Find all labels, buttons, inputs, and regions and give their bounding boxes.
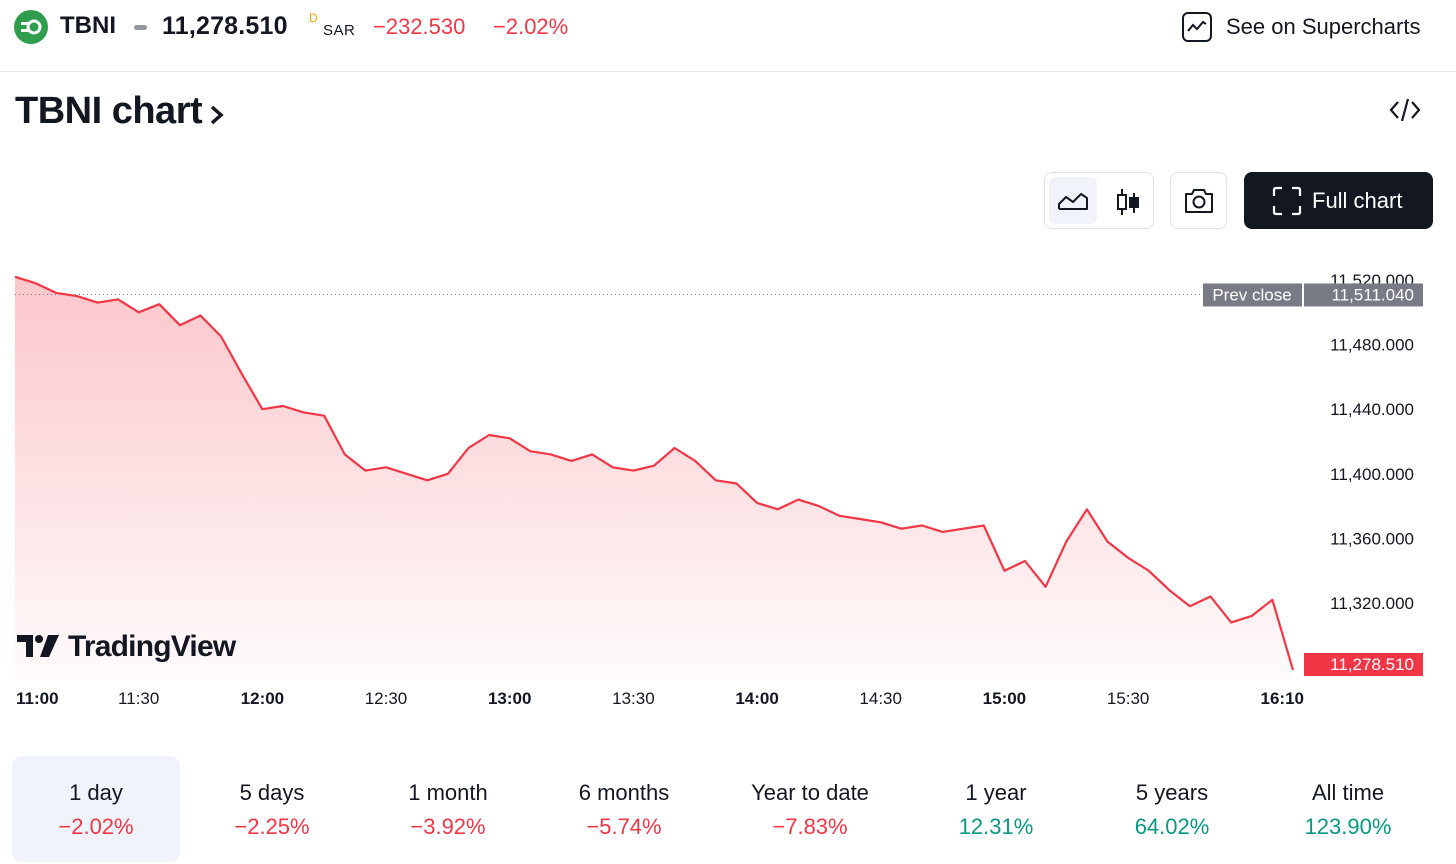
chart-style-toggle: [1044, 172, 1154, 229]
x-tick-label: 12:30: [365, 689, 408, 708]
currency-label: SAR: [323, 22, 356, 39]
area-chart-icon: [1058, 193, 1088, 210]
range-tab-change: 12.31%: [958, 814, 1034, 839]
full-chart-label: Full chart: [1312, 188, 1403, 213]
snapshot-button[interactable]: [1170, 172, 1227, 229]
y-tick-label: 11,480.000: [1330, 336, 1414, 355]
last-price-badge: [1304, 653, 1423, 677]
x-tick-label: 11:30: [118, 689, 159, 708]
range-tab[interactable]: 1 day −2.02%: [12, 756, 180, 862]
x-tick-label: 14:00: [735, 689, 778, 708]
range-tab[interactable]: 1 month −3.92%: [364, 756, 532, 862]
y-tick-label: 11,360.000: [1330, 529, 1414, 548]
chevron-right-icon[interactable]: [208, 100, 228, 130]
range-tab[interactable]: All time 123.90%: [1264, 756, 1432, 862]
see-on-supercharts-link[interactable]: See on Supercharts: [1226, 14, 1421, 39]
page-title[interactable]: TBNI chart: [15, 90, 203, 132]
prev-close-value: 11,511.040: [1331, 285, 1414, 304]
price-change: −232.530: [373, 14, 466, 39]
symbol-header: TBNI 11,278.510 D SAR −232.530 −2.02% Se…: [0, 0, 1456, 72]
range-tab-change: −7.83%: [772, 814, 848, 839]
delayed-flag: D: [309, 11, 318, 25]
supercharts-icon[interactable]: [1182, 12, 1212, 42]
range-tab[interactable]: 1 year 12.31%: [912, 756, 1080, 862]
fullscreen-icon: [1272, 186, 1302, 216]
time-axis: 11:00 11:30 12:00 12:30 13:00 13:30 14:00 14:30…: [16, 689, 1304, 708]
last-price-value: 11,278.510: [1330, 655, 1414, 674]
prev-close-badge: [1203, 283, 1302, 307]
x-tick-label: 11:00: [16, 689, 59, 708]
y-tick-label: 11,400.000: [1330, 465, 1414, 484]
range-tab-change: 123.90%: [1304, 814, 1392, 839]
range-tab-label: 1 month: [408, 780, 488, 805]
range-tab[interactable]: 5 days −2.25%: [188, 756, 356, 862]
x-tick-label: 14:30: [859, 689, 902, 708]
x-tick-label: 16:10: [1261, 689, 1304, 708]
range-tab-label: All time: [1311, 780, 1385, 805]
camera-icon: [1185, 189, 1213, 213]
embed-code-icon[interactable]: [1388, 96, 1422, 124]
price-series-line: [14, 275, 1295, 671]
price-axis: 11,520.00011,480.00011,440.00011,400.000…: [1330, 271, 1414, 613]
range-tab[interactable]: 5 years 64.02%: [1088, 756, 1256, 862]
range-tab-label: 5 years: [1135, 780, 1209, 805]
price-line: [14, 275, 1295, 671]
range-tab[interactable]: 6 months −5.74%: [540, 756, 708, 862]
range-tab-change: 64.02%: [1134, 814, 1210, 839]
price-area-fill: [15, 276, 1293, 680]
candles-icon: [1117, 189, 1139, 215]
last-price: 11,278.510: [162, 12, 288, 40]
y-tick-label: 11,440.000: [1330, 400, 1414, 419]
market-status-dot: [134, 25, 147, 30]
range-tab-label: 1 day: [69, 780, 123, 805]
range-tab-change: −5.74%: [586, 814, 662, 839]
range-tab-change: −2.02%: [58, 814, 134, 839]
full-chart-button[interactable]: Full chart: [1244, 172, 1433, 229]
range-tab-label: Year to date: [751, 780, 869, 805]
range-tab-change: −2.25%: [234, 814, 310, 839]
y-tick-label: 11,320.000: [1330, 594, 1414, 613]
price-change-percent: −2.02%: [493, 14, 569, 39]
prev-close-label: Prev close: [1212, 285, 1291, 304]
range-tab-label: 5 days: [239, 780, 305, 805]
tradingview-logo-icon: [17, 635, 59, 657]
range-tab-label: 1 year: [965, 780, 1027, 805]
symbol-name: TBNI: [60, 12, 116, 39]
range-tab-label: 6 months: [578, 780, 670, 805]
x-tick-label: 15:30: [1107, 689, 1150, 708]
x-tick-label: 12:00: [241, 689, 284, 708]
range-tab-change: −3.92%: [410, 814, 486, 839]
candles-style-button[interactable]: [1103, 177, 1151, 224]
logo-icon: [14, 10, 48, 44]
prev-close-value-badge: [1304, 283, 1423, 307]
x-tick-label: 15:00: [983, 689, 1026, 708]
price-badges: Prev close 11,511.040 11,278.510: [1203, 283, 1423, 677]
x-tick-label: 13:30: [612, 689, 655, 708]
tradingview-watermark: TradingView: [68, 630, 236, 663]
range-tabs: 1 day −2.02% 5 days −2.25% 1 month −3.92% 6 mo…: [12, 756, 1444, 862]
price-area: [15, 276, 1293, 680]
range-tab[interactable]: Year to date −7.83%: [726, 756, 894, 862]
area-style-button[interactable]: [1049, 177, 1097, 224]
x-tick-label: 13:00: [488, 689, 531, 708]
